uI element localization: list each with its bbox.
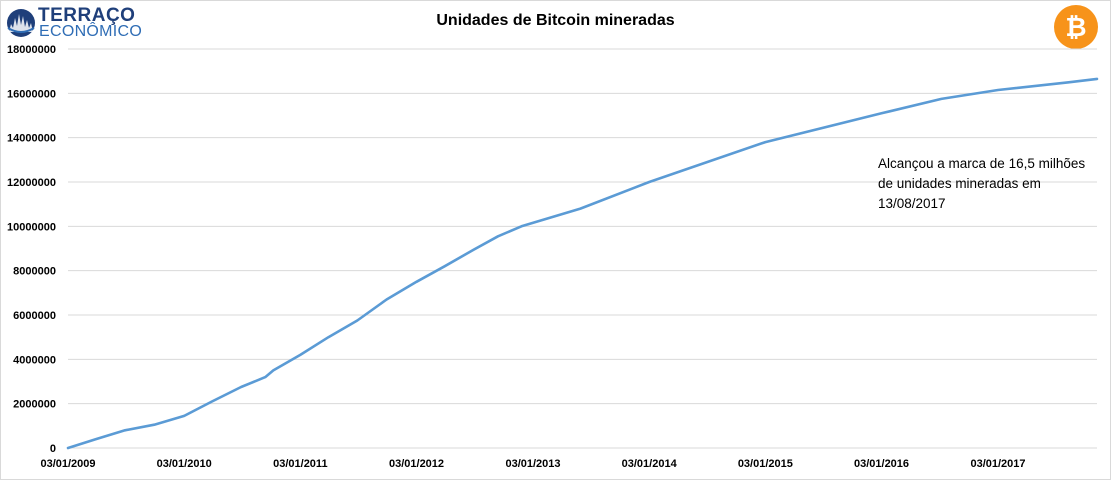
y-tick-label: 2000000 [13,399,56,411]
y-tick-label: 16000000 [7,88,56,100]
x-tick-label: 03/01/2017 [970,458,1025,470]
x-tick-label: 03/01/2016 [854,458,909,470]
y-tick-label: 14000000 [7,133,56,145]
series-layer [66,77,1099,450]
chart-annotation: Alcançou a marca de 16,5 milhões de unid… [878,156,1086,211]
y-tick-label: 8000000 [13,266,56,278]
y-tick-label: 10000000 [7,221,56,233]
y-tick-label: 0 [50,443,56,455]
bitcoin-symbol: ₿ [1065,13,1086,43]
y-tick-label: 18000000 [7,44,56,56]
logo-wordmark-bottom: ECONÔMICO [39,23,143,40]
x-tick-label: 03/01/2012 [389,458,444,470]
series-line [66,77,1099,450]
y-tick-label: 4000000 [13,354,56,366]
terraco-economico-logo: TERRAÇO ECONÔMICO [6,4,146,44]
chart-title: Unidades de Bitcoin mineradas [436,12,675,29]
x-tick-label: 03/01/2010 [157,458,212,470]
y-axis-ticks: 0 2000000 4000000 6000000 8000000 10000000 120… [7,44,56,455]
x-axis-ticks: 03/01/2009 03/01/2010 03/01/2011 03/01/2012… [40,458,1025,470]
globe-skyline-icon [7,9,35,37]
y-tick-label: 12000000 [7,177,56,189]
x-tick-label: 03/01/2009 [40,458,95,470]
y-tick-label: 6000000 [13,310,56,322]
x-tick-label: 03/01/2014 [622,458,678,470]
x-tick-label: 03/01/2013 [505,458,560,470]
x-tick-label: 03/01/2011 [273,458,327,470]
logo-wordmark-top: TERRAÇO [38,5,136,26]
gridlines [68,48,1097,449]
x-tick-label: 03/01/2015 [738,458,793,470]
bitcoin-icon: ₿ [1054,5,1098,49]
